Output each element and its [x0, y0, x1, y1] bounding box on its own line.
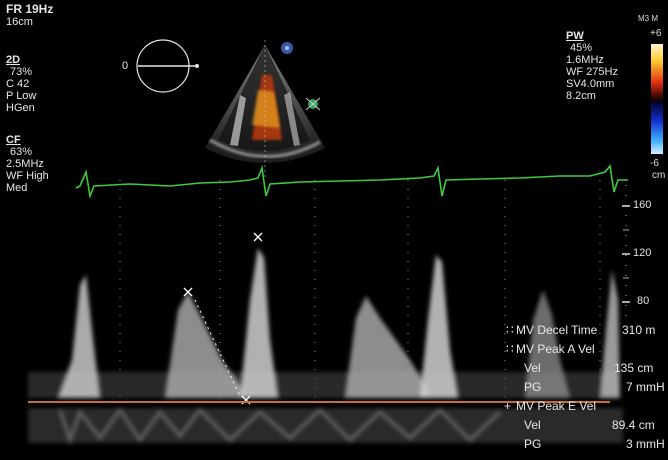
measurement-value: 7 mmH	[626, 380, 665, 394]
velocity-tick-label: 160	[633, 199, 652, 211]
measurement-value: 135 cm	[614, 361, 654, 375]
measurement-marker: ∷	[506, 342, 514, 356]
ecg-trace	[75, 164, 628, 199]
measurement-marker: +	[504, 399, 512, 413]
settings-2d-line: HGen	[6, 102, 35, 114]
measurement-value: 310 m	[622, 323, 656, 337]
color-bar-max: +6	[650, 28, 662, 39]
echo-sector-image	[205, 40, 325, 180]
settings-pw-header: PW	[566, 30, 584, 42]
depth: 16cm	[6, 16, 33, 28]
probe-angle-label: 0	[122, 60, 129, 72]
measurement-value: 89.4 cm	[612, 418, 655, 432]
settings-cf-line: 2.5MHz	[6, 158, 44, 170]
measurement-label: PG	[524, 380, 542, 394]
settings-pw-line: WF 275Hz	[566, 66, 618, 78]
measurement-label: MV Peak E Vel	[516, 399, 597, 413]
frame-rate: FR 19Hz	[6, 2, 54, 16]
measurement-value: 3 mmH	[626, 437, 665, 451]
measurement-label: Vel	[524, 361, 541, 375]
settings-cf-line: 63%	[10, 146, 33, 158]
velocity-tick-label: 80	[637, 295, 650, 307]
settings-pw-line: 45%	[570, 42, 593, 54]
velocity-scale-axis	[622, 185, 630, 320]
measurement-label: Vel	[524, 418, 541, 432]
measurement-label: MV Peak A Vel	[516, 342, 595, 356]
settings-pw-line: SV4.0mm	[566, 78, 615, 90]
settings-cf-line: WF High	[6, 170, 49, 182]
velocity-tick-label: 120	[633, 247, 652, 259]
settings-2d-line: C 42	[6, 78, 30, 90]
measurements-panel: ∷ MV Decel Time 310 m ∷ MV Peak A Vel Ve…	[500, 323, 668, 460]
probe-orientation-icon	[136, 39, 199, 93]
settings-2d-line: P Low	[6, 90, 37, 102]
color-bar-unit: cm	[652, 170, 666, 181]
settings-2d-line: 73%	[10, 66, 33, 78]
measurement-label: MV Decel Time	[516, 323, 598, 337]
settings-cf-line: Med	[6, 182, 28, 194]
settings-pw-line: 1.6MHz	[566, 54, 604, 66]
settings-pw-line: 8.2cm	[566, 90, 596, 102]
settings-2d-header: 2D	[6, 54, 21, 66]
doppler-spectrum	[28, 248, 623, 445]
settings-cf-header: CF	[6, 134, 21, 146]
color-scale-bar	[651, 44, 663, 154]
time-markers	[119, 180, 601, 400]
color-bar-title: M3 M	[638, 14, 658, 23]
measurement-marker: ∷	[506, 323, 514, 337]
measurement-label: PG	[524, 437, 542, 451]
color-bar-min: -6	[650, 158, 659, 169]
